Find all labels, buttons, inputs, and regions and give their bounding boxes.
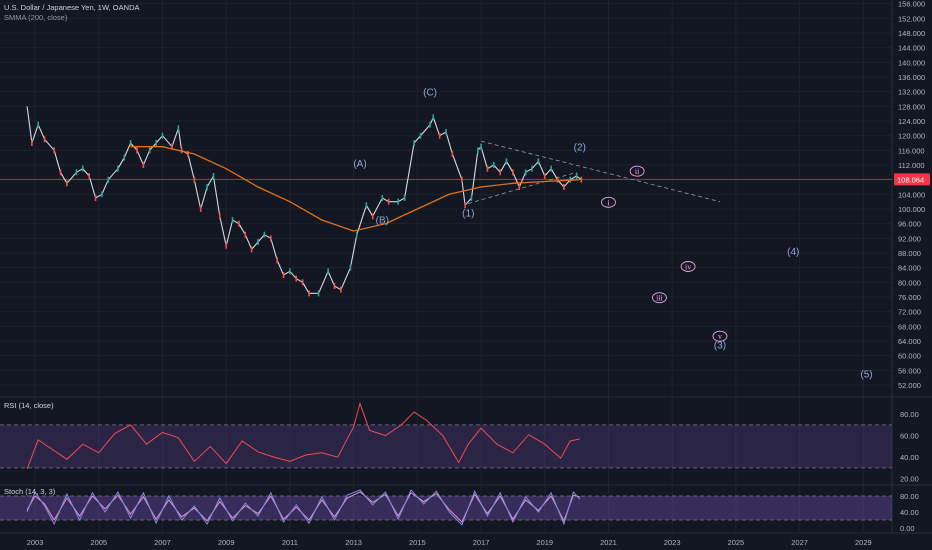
wave-label[interactable]: (B) xyxy=(376,216,389,227)
time-tick-label: 2013 xyxy=(345,538,362,547)
time-tick-label: 2017 xyxy=(473,538,490,547)
price-tick-label: 124.000 xyxy=(898,117,925,126)
wave-label[interactable]: (4) xyxy=(787,247,799,258)
smma-line[interactable] xyxy=(130,146,580,232)
time-tick-label: 2021 xyxy=(600,538,617,547)
time-tick-label: 2003 xyxy=(27,538,44,547)
trendline[interactable] xyxy=(468,171,577,204)
wave-label[interactable]: (3) xyxy=(714,340,726,351)
price-tick-label: 88.000 xyxy=(898,249,921,258)
time-tick-label: 2011 xyxy=(282,538,298,547)
subwave-circle xyxy=(712,330,728,342)
time-tick-label: 2029 xyxy=(855,538,872,547)
time-tick-label: 2025 xyxy=(728,538,745,547)
price-tick-label: 128.000 xyxy=(898,102,925,111)
subwave-label[interactable]: iii xyxy=(651,292,667,304)
price-tick-label: 104.000 xyxy=(898,190,925,199)
time-tick-label: 2027 xyxy=(791,538,808,547)
price-tick-label: 152.000 xyxy=(898,14,925,23)
time-tick-label: 2015 xyxy=(409,538,426,547)
stoch-tick-label: 0.00 xyxy=(900,524,915,533)
time-tick-label: 2019 xyxy=(536,538,553,547)
time-tick-label: 2005 xyxy=(90,538,107,547)
time-tick-label: 2009 xyxy=(218,538,235,547)
rsi-tick-label: 40.00 xyxy=(900,453,919,462)
trendline[interactable] xyxy=(480,140,721,203)
current-price-text: 108.064 xyxy=(897,175,924,184)
price-tick-label: 84.000 xyxy=(898,264,921,273)
stoch-tick-label: 40.00 xyxy=(900,508,919,517)
price-tick-label: 52.000 xyxy=(898,381,921,390)
subwave-text: iii xyxy=(656,294,663,303)
indicator-bands xyxy=(0,424,892,521)
stoch-tick-label: 80.00 xyxy=(900,492,919,501)
price-tick-label: 56.000 xyxy=(898,366,921,375)
subwave-text: i xyxy=(607,198,610,207)
subwave-text: v xyxy=(718,332,722,341)
stoch-panel-label[interactable]: Stoch (14, 3, 3) xyxy=(4,487,56,496)
price-tick-label: 68.000 xyxy=(898,322,921,331)
price-tick-label: 76.000 xyxy=(898,293,921,302)
stoch-k-line[interactable] xyxy=(26,489,581,526)
subwave-label[interactable]: iv xyxy=(680,261,696,272)
price-tick-label: 116.000 xyxy=(898,146,925,155)
subwave-circle xyxy=(629,165,645,177)
stoch-band xyxy=(0,496,892,520)
price-series[interactable] xyxy=(26,106,582,294)
wave-label[interactable]: (A) xyxy=(353,159,366,170)
wave-label[interactable]: (2) xyxy=(574,142,586,153)
price-tick-label: 92.000 xyxy=(898,234,921,243)
time-tick-label: 2007 xyxy=(154,538,171,547)
price-tick-label: 120.000 xyxy=(898,132,925,141)
price-tick-label: 156.000 xyxy=(898,0,925,9)
subwave-circle xyxy=(680,261,696,272)
price-tick-label: 96.000 xyxy=(898,220,921,229)
price-tick-label: 144.000 xyxy=(898,44,925,53)
subwave-label[interactable]: i xyxy=(601,196,616,208)
price-tick-label: 112.000 xyxy=(898,161,925,170)
price-tick-label: 136.000 xyxy=(898,73,925,82)
series xyxy=(0,106,892,526)
price-tick-label: 148.000 xyxy=(898,29,925,38)
price-tick-label: 64.000 xyxy=(898,337,921,346)
grid xyxy=(0,0,932,534)
axes: 156.000 152.000 148.000 144.000 140.000 136.0… xyxy=(27,0,930,547)
price-tick-label: 100.000 xyxy=(898,205,925,214)
price-tick-label: 60.000 xyxy=(898,352,921,361)
wave-label[interactable]: (1) xyxy=(462,208,474,219)
subwave-label[interactable]: ii xyxy=(629,165,645,177)
subwave-text: ii xyxy=(635,167,640,176)
rsi-line[interactable] xyxy=(26,401,580,470)
price-tick-label: 72.000 xyxy=(898,308,921,317)
rsi-tick-label: 80.00 xyxy=(900,410,919,419)
subwave-label[interactable]: v xyxy=(712,330,728,342)
time-tick-label: 2023 xyxy=(664,538,681,547)
rsi-panel-label[interactable]: RSI (14, close) xyxy=(4,401,54,410)
current-price-badge xyxy=(894,173,930,186)
subwave-circle xyxy=(601,196,616,208)
smma-indicator-label[interactable]: SMMA (200, close) xyxy=(4,13,68,22)
price-tick-label: 140.000 xyxy=(898,58,925,67)
wave-label[interactable]: (C) xyxy=(423,87,437,98)
symbol-title[interactable]: U.S. Dollar / Japanese Yen, 1W, OANDA xyxy=(4,3,140,12)
price-tick-label: 132.000 xyxy=(898,88,925,97)
rsi-tick-label: 60.00 xyxy=(900,432,919,441)
rsi-band xyxy=(0,424,892,468)
subwave-circle xyxy=(651,292,667,304)
price-tick-label: 80.000 xyxy=(898,278,921,287)
subwave-text: iv xyxy=(685,263,691,272)
rsi-tick-label: 20.00 xyxy=(900,475,919,484)
wave-label[interactable]: (5) xyxy=(860,370,872,381)
